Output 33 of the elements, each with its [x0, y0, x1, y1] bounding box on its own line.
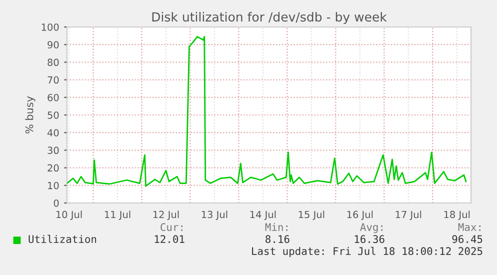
x-tick-label: 14 Jul	[250, 210, 276, 220]
text: 8.16	[266, 235, 290, 244]
y-tick-label: 70	[48, 76, 59, 84]
chart-title: Disk utilization for /dev/sdb - by week	[152, 12, 387, 24]
y-tick-label: 60	[48, 94, 59, 102]
y-tick-label: 40	[47, 129, 59, 136]
y-tick-label: 10	[48, 182, 59, 190]
x-tick-label: 15 Jul	[298, 210, 324, 220]
text: Avg:	[360, 223, 382, 234]
text: 12.01	[154, 235, 184, 244]
x-tick-label: 13 Jul	[202, 210, 228, 220]
y-tick-label: 50	[48, 111, 59, 119]
x-tick-label: 16 Jul	[347, 210, 373, 220]
text: Min:	[265, 222, 288, 231]
x-tick-label: 18 Jul	[444, 210, 470, 220]
text: 16.36	[354, 235, 384, 244]
y-axis-title: % busy	[25, 96, 36, 134]
text: Last update: Fri Jul 18 18:00:12 2025	[252, 246, 482, 258]
text: Cur:	[160, 223, 182, 232]
y-tick-label: 90	[48, 41, 59, 48]
legend-label: Utilization	[28, 234, 96, 244]
y-tick-label: 0	[54, 199, 59, 207]
y-tick-label: 30	[48, 146, 59, 154]
line-series	[67, 36, 467, 187]
x-tick-label: 17 Jul	[396, 210, 422, 220]
x-tick-label: 12 Jul	[153, 210, 179, 220]
text: 96.45	[452, 235, 482, 244]
y-tick-label: 80	[48, 58, 59, 66]
y-tick-label: 100	[42, 23, 59, 31]
x-tick-label: 10 Jul	[56, 210, 82, 220]
y-tick-label: 20	[48, 164, 59, 172]
text: Max:	[458, 223, 480, 232]
x-tick-label: 11 Jul	[104, 210, 130, 220]
